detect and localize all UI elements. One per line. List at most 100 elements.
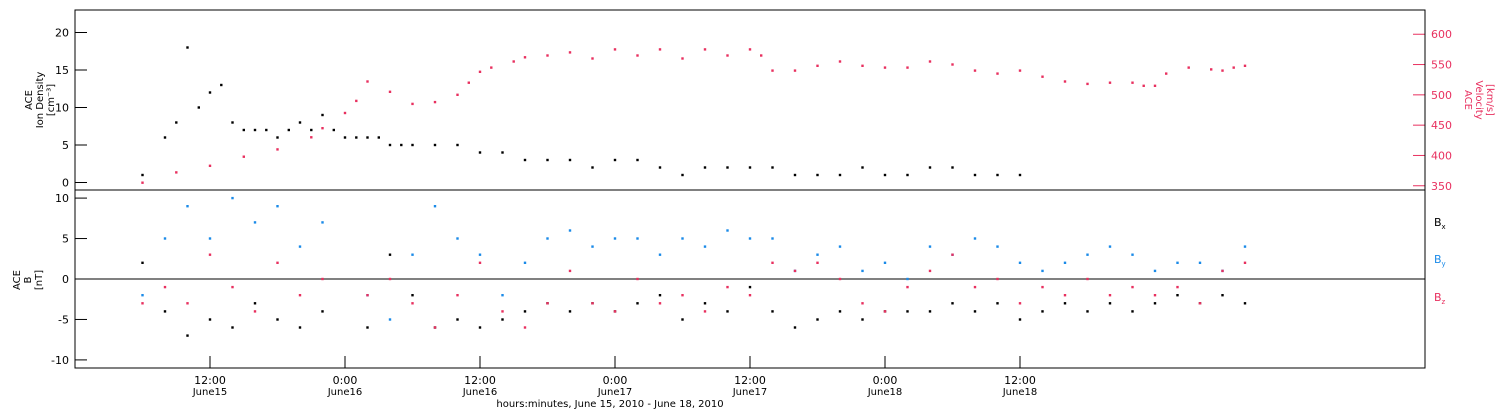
- bz-point-28: [793, 269, 797, 273]
- density-point-0: [141, 173, 144, 177]
- by-point-25: [726, 229, 729, 232]
- by-point-14: [478, 253, 482, 256]
- bz-point-48: [1243, 261, 1247, 264]
- velocity-point-30: [771, 69, 774, 72]
- x-tick-date-3: June17: [597, 387, 633, 398]
- density-point-49: [996, 173, 999, 177]
- density-point-44: [883, 173, 887, 177]
- density-point-34: [658, 166, 662, 169]
- by-point-29: [816, 253, 819, 256]
- velocity-point-6: [321, 127, 324, 130]
- bz-point-23: [681, 294, 684, 297]
- density-tick-label-1: 5: [62, 139, 69, 152]
- bz-point-31: [861, 302, 864, 305]
- bx-point-15: [501, 318, 504, 321]
- b-ylabel-1: ACE: [12, 270, 23, 290]
- bz-point-12: [433, 326, 437, 329]
- velocity-point-38: [951, 63, 954, 66]
- density-point-8: [242, 128, 245, 132]
- bz-point-7: [298, 294, 302, 297]
- x-tick-date-0: June15: [192, 387, 228, 398]
- by-point-30: [838, 245, 842, 248]
- by-point-0: [141, 294, 144, 297]
- bz-point-39: [1041, 285, 1044, 289]
- bx-point-36: [973, 310, 977, 313]
- plasma-panel: 0 5 10 15 20 350 400 450 500 550 600 ACE Ion Densi…: [24, 9, 1495, 193]
- velocity-point-17: [512, 60, 515, 63]
- bx-point-39: [1041, 310, 1044, 313]
- velocity-point-12: [433, 100, 437, 104]
- velocity-point-5: [310, 136, 313, 139]
- x-tick-date-1: June16: [327, 387, 363, 398]
- density-point-23: [411, 143, 414, 147]
- bz-point-25: [726, 285, 729, 289]
- density-point-24: [433, 143, 437, 147]
- bz-point-4: [231, 285, 234, 289]
- velocity-point-53: [1232, 66, 1235, 69]
- bx-point-0: [141, 261, 144, 264]
- b-ticks: -10 -5 0 5 10: [51, 192, 87, 367]
- by-point-31: [861, 269, 864, 273]
- plasma-frame: [74, 9, 1426, 191]
- time-axis: 12:00June150:00June1612:00June160:00June…: [192, 356, 1037, 398]
- by-point-39: [1041, 269, 1044, 273]
- density-point-1: [163, 136, 167, 139]
- by-point-6: [276, 205, 279, 208]
- density-point-9: [253, 128, 257, 132]
- by-point-23: [681, 237, 684, 240]
- velocity-point-40: [996, 72, 999, 75]
- bz-point-10: [388, 277, 392, 281]
- velocity-point-54: [1243, 64, 1247, 67]
- bz-point-45: [1176, 285, 1179, 289]
- density-tick-label-2: 10: [55, 102, 69, 115]
- by-point-26: [748, 237, 752, 240]
- bx-point-47: [1221, 294, 1224, 297]
- bx-point-26: [748, 285, 752, 289]
- bx-point-18: [568, 310, 572, 313]
- x-tick-time-0: 12:00: [194, 374, 226, 387]
- bz-point-19: [591, 302, 594, 305]
- velocity-point-25: [681, 57, 684, 60]
- density-point-35: [681, 173, 684, 177]
- bz-point-40: [1063, 294, 1067, 297]
- by-point-24: [703, 245, 707, 248]
- velocity-point-29: [760, 54, 763, 57]
- density-point-41: [816, 173, 819, 177]
- bx-point-31: [861, 318, 864, 321]
- bz-point-26: [748, 294, 752, 297]
- legend-bx: Bx: [1434, 216, 1446, 231]
- bz-point-5: [253, 310, 257, 313]
- velocity-point-20: [568, 51, 572, 54]
- velocity-point-18: [523, 56, 527, 59]
- density-point-27: [501, 151, 504, 154]
- velocity-tick-label-0: 350: [1431, 180, 1452, 193]
- bx-point-43: [1131, 310, 1134, 313]
- bz-point-36: [973, 285, 977, 289]
- velocity-point-36: [906, 66, 909, 69]
- by-point-33: [906, 277, 909, 281]
- bx-point-4: [231, 326, 234, 329]
- by-point-44: [1153, 269, 1157, 273]
- by-point-20: [613, 237, 617, 240]
- bx-point-9: [366, 326, 369, 329]
- density-point-5: [208, 91, 212, 94]
- x-tick-date-5: June18: [867, 387, 903, 398]
- bx-point-10: [388, 253, 392, 256]
- bz-point-29: [816, 261, 819, 264]
- velocity-point-44: [1086, 82, 1089, 86]
- bx-point-11: [411, 294, 414, 297]
- by-point-7: [298, 245, 302, 248]
- velocity-point-50: [1187, 66, 1190, 69]
- velocity-point-39: [973, 69, 977, 72]
- by-point-19: [591, 245, 594, 248]
- by-point-15: [501, 294, 504, 297]
- b-ylabel-3: [nT]: [34, 270, 45, 290]
- bx-point-33: [906, 310, 909, 313]
- density-point-48: [973, 173, 977, 177]
- bz-point-46: [1198, 302, 1202, 305]
- by-point-13: [456, 237, 459, 240]
- velocity-point-32: [816, 64, 819, 67]
- velocity-point-42: [1041, 75, 1044, 78]
- bz-point-32: [883, 310, 887, 313]
- by-point-4: [231, 196, 234, 200]
